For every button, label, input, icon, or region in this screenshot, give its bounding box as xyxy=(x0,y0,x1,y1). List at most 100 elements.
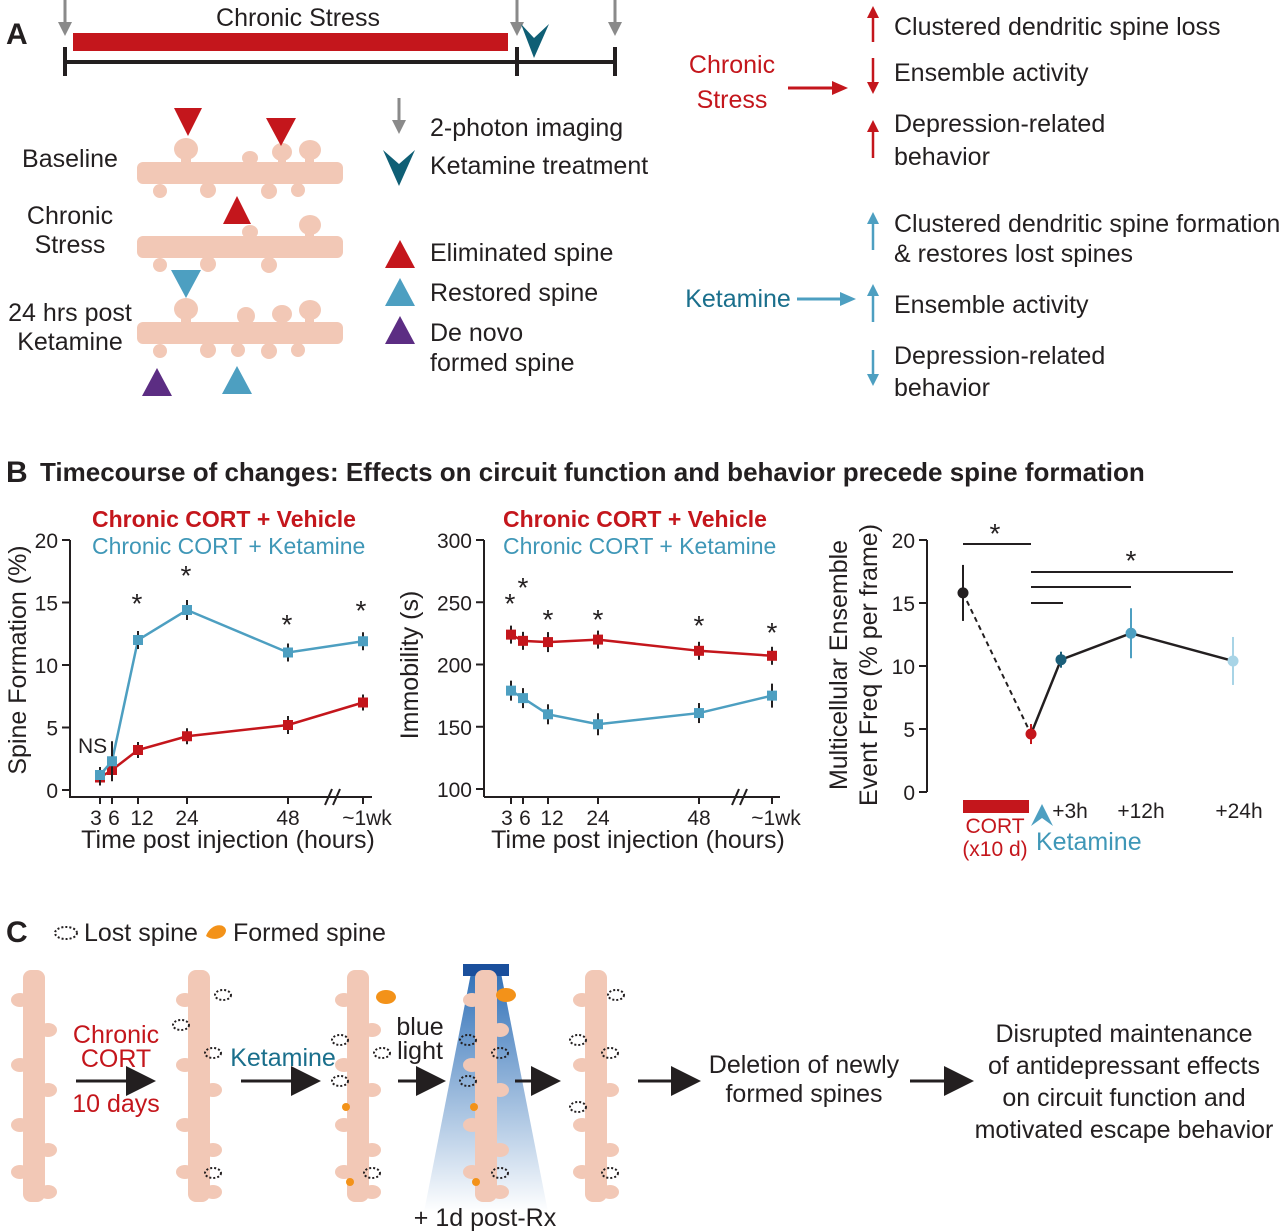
final-2: of antidepressant effects xyxy=(988,1052,1260,1080)
x-axis-label: Time post injection (hours) xyxy=(491,826,785,854)
x-tick-label: 48 xyxy=(276,807,299,830)
significance-star: * xyxy=(694,610,705,641)
data-point xyxy=(957,587,969,599)
step-chronic: Chronic xyxy=(73,1021,159,1049)
ketamine-effect-1b: & restores lost spines xyxy=(894,240,1133,268)
data-point xyxy=(358,636,368,647)
eliminated-marker-icon xyxy=(174,108,202,136)
data-point xyxy=(1125,627,1137,639)
lost-spine-icon xyxy=(172,1019,190,1031)
down-arrow-icon xyxy=(867,82,879,94)
panel-c: C Lost spine Formed spine Chronic CORT 1… xyxy=(6,916,1273,1231)
result-1: Deletion of newly xyxy=(709,1051,900,1079)
light-caption: + 1d post-Rx xyxy=(414,1204,557,1231)
row-label-baseline: Baseline xyxy=(22,145,118,173)
spine-neck xyxy=(471,996,481,1004)
significance-star: * xyxy=(356,595,367,626)
step-ketamine: Ketamine xyxy=(230,1044,336,1072)
lost-spine-icon xyxy=(373,1047,391,1059)
cort-label-2: (x10 d) xyxy=(962,838,1027,861)
spine-neck xyxy=(471,1061,481,1069)
lost-spine-icon xyxy=(54,926,78,940)
legend-formed: Formed spine xyxy=(233,919,386,947)
formed-spine-icon xyxy=(496,988,516,1002)
y-tick-label: 15 xyxy=(35,593,58,616)
data-point xyxy=(95,770,105,780)
x-tick-label: +24h xyxy=(1215,800,1262,823)
down-arrow-icon xyxy=(867,374,879,386)
significance-star: * xyxy=(593,604,604,635)
y-tick-label: 200 xyxy=(437,655,472,678)
panel-c-label: C xyxy=(6,916,28,949)
spine-neck xyxy=(343,1121,353,1129)
formed-spine-icon xyxy=(470,1103,478,1111)
spine-neck xyxy=(19,996,29,1004)
final-1: Disrupted maintenance xyxy=(995,1020,1252,1048)
spine-neck xyxy=(601,1086,611,1094)
spine-neck xyxy=(363,1026,373,1034)
spine-neck xyxy=(204,1086,214,1094)
panel-a-legend: 2-photon imaging Ketamine treatment Elim… xyxy=(383,98,648,377)
stress-label-2: Stress xyxy=(697,86,768,114)
data-point xyxy=(543,709,553,720)
axis-break xyxy=(739,788,748,806)
stress-bar xyxy=(73,33,508,51)
data-point xyxy=(1227,655,1239,667)
data-point xyxy=(767,690,777,701)
significance-star: * xyxy=(518,572,529,603)
data-point xyxy=(543,637,553,648)
lost-spine-icon xyxy=(569,1034,587,1046)
denovo-marker-icon xyxy=(142,368,172,396)
ketamine-effect-1a: Clustered dendritic spine formation xyxy=(894,210,1280,238)
x-tick-label: +12h xyxy=(1117,800,1164,823)
y-tick-label: 0 xyxy=(46,780,58,803)
y-tick-label: 5 xyxy=(46,718,58,741)
immobility-chart: Chronic CORT + Vehicle Chronic CORT + Ke… xyxy=(396,506,801,854)
lost-spine-icon xyxy=(601,1167,619,1179)
step-cort: CORT xyxy=(81,1045,151,1073)
spine-neck xyxy=(19,1061,29,1069)
imaging-arrow-icon xyxy=(58,0,622,36)
x-tick-label: 24 xyxy=(175,807,199,830)
data-point xyxy=(133,635,143,645)
lost-spine-icon xyxy=(331,1075,349,1087)
lost-spine-icon xyxy=(491,1047,509,1059)
restored-marker-icon xyxy=(171,270,201,298)
spine-neck xyxy=(39,1146,49,1154)
dendrite xyxy=(11,970,57,1202)
spine-neck xyxy=(39,1026,49,1034)
dendrite-shaft xyxy=(585,970,607,1202)
y-tick-label: 250 xyxy=(437,592,472,615)
dendrite-stress xyxy=(137,215,343,273)
y-tick-label: 10 xyxy=(35,655,58,678)
row-label-stress: Stress xyxy=(35,231,106,259)
significance-star: * xyxy=(767,617,778,648)
x-tick-label: 3 xyxy=(90,807,102,830)
formed-spine-icon xyxy=(206,925,226,939)
dendrite xyxy=(459,970,516,1202)
ketamine-effect-2: Ensemble activity xyxy=(894,291,1089,319)
data-point xyxy=(694,708,704,719)
data-point xyxy=(1055,654,1067,666)
lost-spine-icon xyxy=(331,1034,349,1046)
y-tick-label: 10 xyxy=(892,656,915,679)
lost-spine-icon xyxy=(569,1101,587,1113)
significance-star: * xyxy=(132,588,143,619)
stress-label-1: Chronic xyxy=(689,51,775,79)
imaging-arrow-icon xyxy=(392,120,406,134)
lost-spine-icon xyxy=(204,1047,222,1059)
lost-spine-icon xyxy=(214,989,232,1001)
ketamine-chevron-icon xyxy=(521,24,549,58)
panel-b-title: Timecourse of changes: Effects on circui… xyxy=(40,457,1145,487)
x-tick-label: 3 xyxy=(501,807,513,830)
x-tick-label: ~1wk xyxy=(751,807,801,830)
row-label-ketamine: Ketamine xyxy=(17,328,123,356)
x-tick-label: 12 xyxy=(540,807,563,830)
significance-star: * xyxy=(282,609,293,640)
lost-spine-icon xyxy=(491,1167,509,1179)
data-point xyxy=(767,650,777,661)
panel-a: A Chronic Stress xyxy=(6,0,1280,402)
stress-effect-2: Ensemble activity xyxy=(894,59,1089,87)
data-point xyxy=(133,745,143,755)
data-point xyxy=(593,634,603,645)
